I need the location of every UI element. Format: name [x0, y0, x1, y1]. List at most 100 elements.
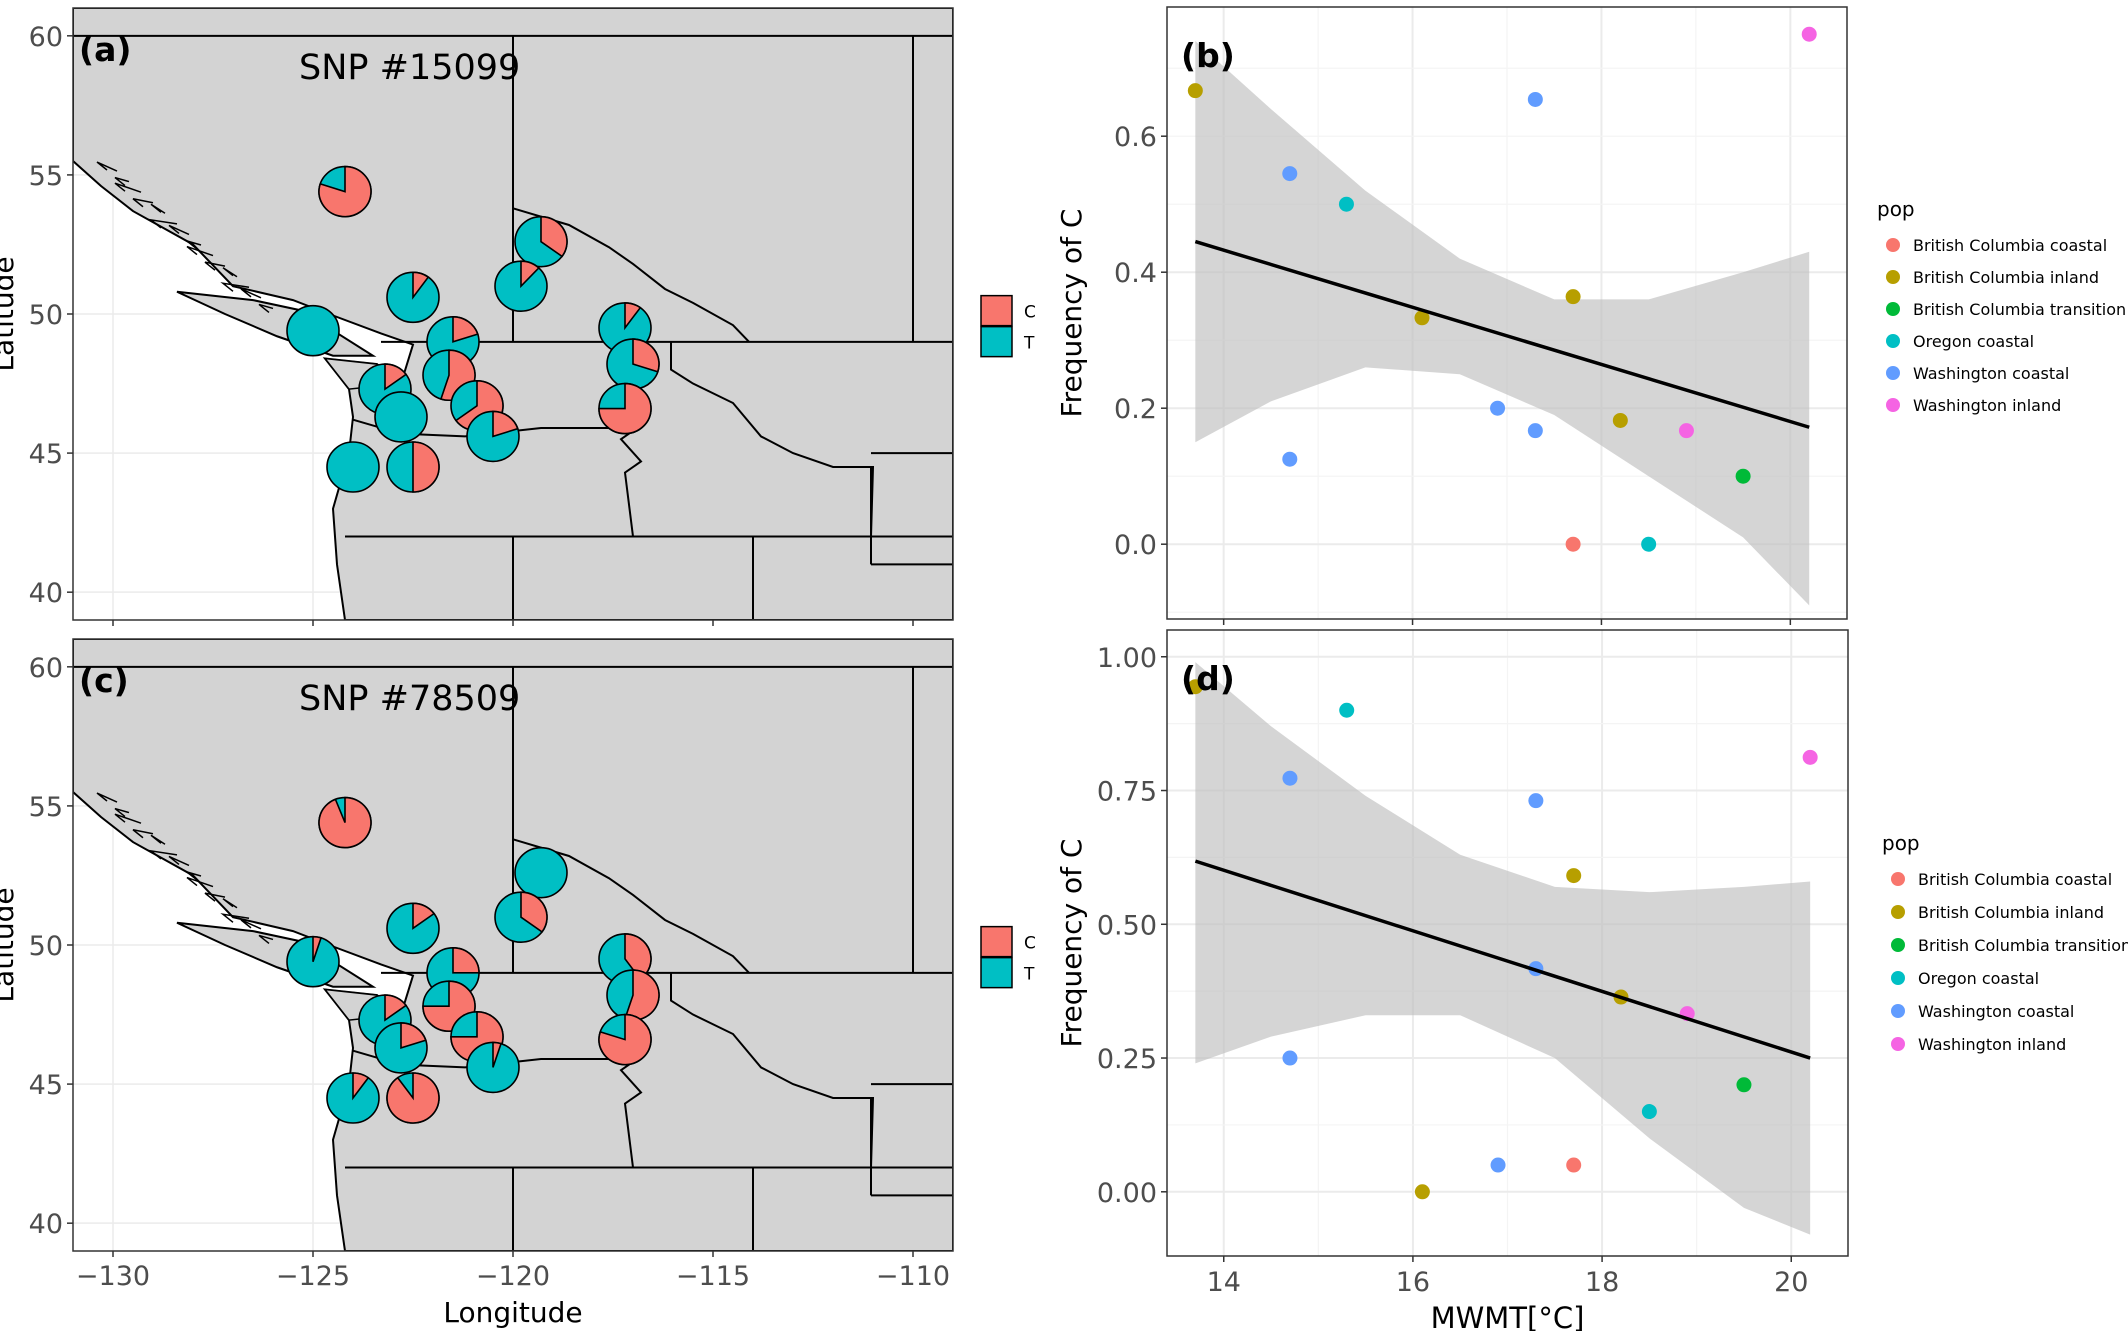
- pie-slice-T: [374, 391, 428, 443]
- pie-chart-site: [374, 1022, 428, 1074]
- legend-swatch-T: [980, 956, 1013, 989]
- data-point: [1527, 91, 1543, 107]
- pie-slice-C: [312, 935, 323, 962]
- pie-slice-T: [326, 441, 380, 493]
- coast-detail: [168, 855, 190, 867]
- pie-chart-site: [598, 382, 652, 435]
- legend-key: [1886, 334, 1900, 348]
- data-point: [1565, 536, 1581, 552]
- pie-slice-C: [598, 1013, 652, 1066]
- data-point: [1527, 423, 1543, 439]
- pie-chart-site: [466, 410, 520, 463]
- pie-chart-site: [514, 215, 568, 268]
- pie-chart-site: [514, 846, 568, 899]
- border-line: [313, 8, 317, 9]
- pie-slice-C: [492, 410, 519, 438]
- data-point: [1802, 749, 1818, 765]
- data-point: [1565, 289, 1581, 305]
- legend-key: [1886, 302, 1900, 316]
- legend-key: [1891, 872, 1905, 886]
- coast-detail: [150, 834, 166, 845]
- x-axis-label: MWMT[°C]: [1431, 1301, 1585, 1331]
- pie-chart-site: [318, 796, 372, 849]
- pie-chart-site: [466, 1041, 520, 1094]
- coast-detail: [150, 203, 166, 214]
- x-tick-label: −115: [676, 1261, 750, 1292]
- legend-swatch-C: [980, 925, 1013, 958]
- data-point: [1490, 1157, 1506, 1173]
- legend-label: Oregon coastal: [1918, 969, 2039, 988]
- y-axis-label: Frequency of C: [1055, 839, 1088, 1048]
- data-point: [1414, 1184, 1430, 1200]
- pie-slice-C: [540, 215, 568, 258]
- plot-frame: [1166, 6, 1848, 620]
- confidence-band: [1195, 41, 1810, 606]
- coast-detail: [220, 282, 250, 292]
- coast-detail: [96, 792, 118, 803]
- coast-detail: [186, 240, 202, 250]
- border-line: [670, 972, 875, 1168]
- pie-chart-site: [386, 1072, 440, 1124]
- legend-key: [1891, 1004, 1905, 1018]
- x-tick-label: −120: [476, 1261, 550, 1292]
- x-tick-label: 16: [1396, 1267, 1430, 1298]
- legend-label-T: T: [1023, 334, 1035, 354]
- legend-label: Washington coastal: [1913, 364, 2069, 383]
- scatter-panel-b: 0.0 0.2 0.4 0.6 Frequency of C (b) pop British …: [1055, 6, 2126, 625]
- pie-slice-C: [520, 891, 548, 933]
- legend-key: [1891, 938, 1905, 952]
- border-line: [512, 207, 750, 343]
- data-point: [1612, 412, 1628, 428]
- pie-chart-site: [318, 165, 372, 218]
- data-point: [1282, 1050, 1298, 1066]
- y-tick-label: 40: [29, 578, 63, 609]
- pie-slice-C: [412, 902, 436, 930]
- y-tick-label: 60: [29, 653, 63, 684]
- data-point: [1282, 770, 1298, 786]
- data-point: [1528, 793, 1544, 809]
- coast-detail: [240, 288, 262, 299]
- coast-detail: [114, 807, 130, 818]
- data-point: [1801, 26, 1817, 42]
- x-tick-label: −130: [76, 1261, 150, 1292]
- data-point: [1338, 196, 1354, 212]
- pie-chart-site: [494, 260, 548, 312]
- y-tick-label: 0.4: [1114, 258, 1157, 289]
- pie-chart-site: [494, 891, 548, 943]
- legend-label: British Columbia coastal: [1918, 870, 2112, 889]
- coast-detail: [168, 224, 190, 236]
- map-panel-c: 40 45 50 55 60 −130 −125 −120 −115 −110 Longitude L…: [0, 638, 1036, 1329]
- pie-slice-T: [514, 846, 568, 899]
- y-tick-label: 55: [29, 161, 63, 192]
- y-axis-label: Latitude: [0, 256, 20, 371]
- coast-detail: [132, 197, 154, 208]
- legend-key: [1886, 238, 1900, 252]
- legend-key: [1891, 905, 1905, 919]
- legend-label: British Columbia transition: [1913, 300, 2126, 319]
- y-tick-label: 50: [29, 931, 63, 962]
- data-point: [1187, 83, 1203, 99]
- pie-slice-C: [452, 947, 480, 974]
- legend-label: Washington coastal: [1918, 1002, 2074, 1021]
- legend-label-C: C: [1024, 303, 1036, 323]
- x-tick-label: −110: [876, 1261, 950, 1292]
- legend-label: British Columbia transition: [1918, 936, 2128, 955]
- pie-slice-C: [492, 1041, 503, 1068]
- regression-line: [1194, 859, 1811, 1060]
- y-tick-label: 60: [29, 22, 63, 53]
- pie-chart-site: [598, 1013, 652, 1066]
- legend-title: pop: [1882, 831, 1920, 855]
- legend-label-C: C: [1024, 934, 1036, 954]
- pie-chart-site: [326, 441, 380, 493]
- data-point: [1187, 679, 1203, 695]
- border-line: [512, 838, 750, 974]
- data-point: [1736, 1077, 1752, 1093]
- coast-detail: [186, 245, 214, 257]
- regression-line: [1194, 239, 1810, 429]
- coast-detail: [204, 892, 226, 902]
- data-point: [1414, 310, 1430, 326]
- data-point: [1566, 868, 1582, 884]
- border-line: [313, 639, 317, 640]
- pie-chart-site: [386, 441, 440, 493]
